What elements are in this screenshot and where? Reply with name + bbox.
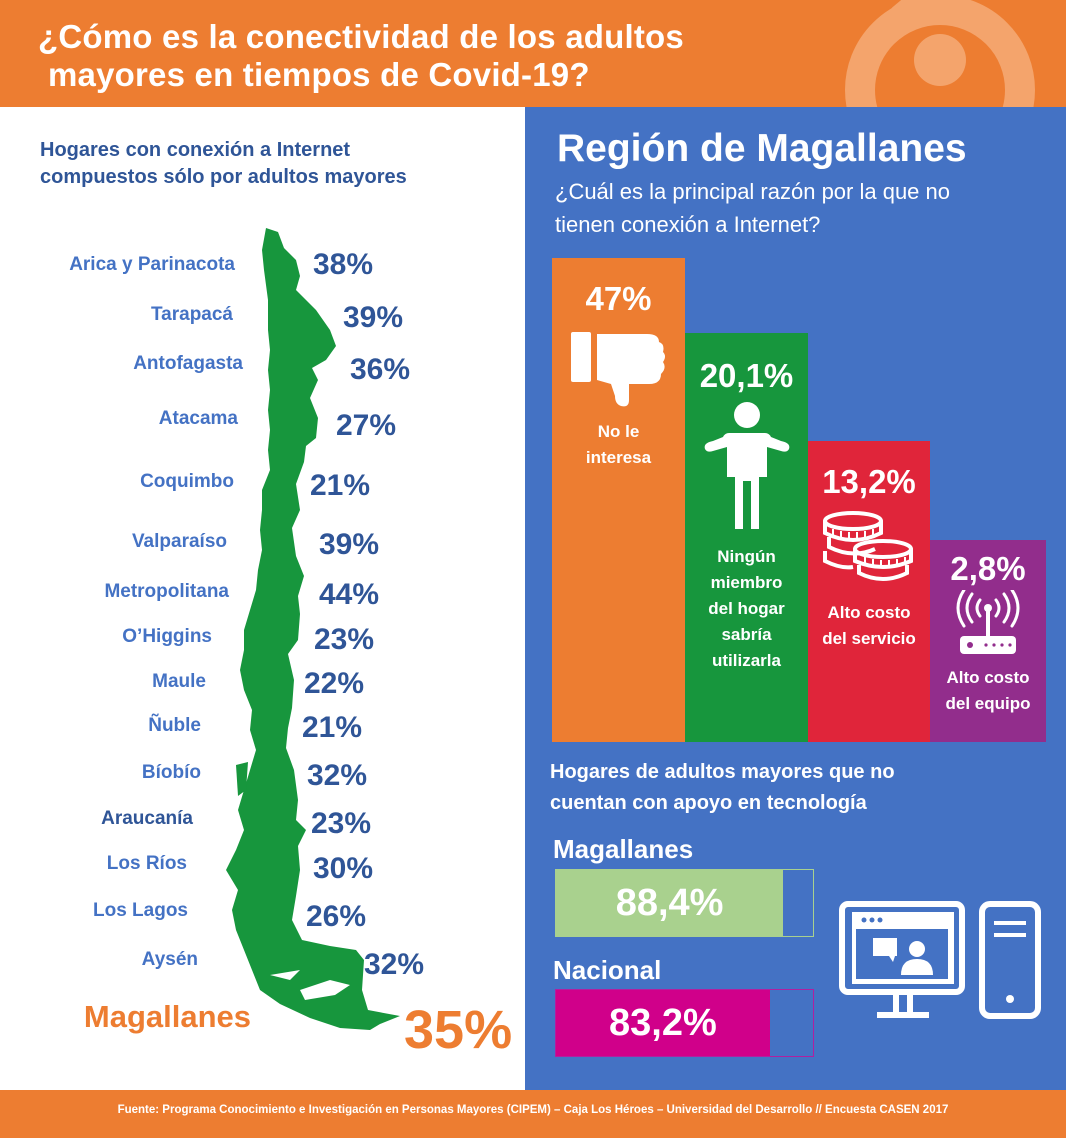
reason-bar-no-interest: 47% No le interesa: [552, 258, 685, 742]
reason-bar-equipment-cost: 2,8% Alto costo del equipo: [930, 540, 1046, 742]
support-title-line-2: cuentan con apoyo en tecnología: [550, 792, 867, 814]
region-value: 21%: [310, 469, 371, 502]
comparison-fill: 88,4%: [556, 870, 784, 936]
reason-label: Alto costo del servicio: [808, 600, 930, 652]
thumbs-down-icon: [570, 332, 665, 407]
region-label-highlight: Magallanes: [83, 999, 251, 1034]
reason-label-line: del servicio: [822, 629, 916, 648]
support-section-title: Hogares de adultos mayores que no cuenta…: [550, 757, 895, 819]
comparison-bar-magallanes: 88,4%: [555, 869, 814, 937]
comparison-label-magallanes: Magallanes: [553, 834, 694, 864]
reason-label-line: del equipo: [945, 694, 1031, 713]
region-value: 44%: [319, 578, 380, 611]
region-value: 38%: [313, 248, 374, 281]
source-footer: Fuente: Programa Conocimiento e Investig…: [0, 1090, 1066, 1138]
reason-label-line: Ningún: [717, 547, 776, 566]
region-label: Los Lagos: [92, 900, 188, 921]
question-text: ¿Cuál es la principal razón por la que n…: [555, 175, 1035, 241]
region-label: Maule: [152, 671, 206, 692]
region-value: 39%: [343, 301, 404, 334]
region-value: 23%: [314, 623, 375, 656]
hands-circle-logo-icon: [845, 0, 1035, 107]
region-value: 27%: [336, 409, 397, 442]
title-line-1: ¿Cómo es la conectividad de los adultos: [38, 18, 684, 55]
left-subtitle-line-2: compuestos sólo por adultos mayores: [40, 166, 407, 188]
region-label: Atacama: [158, 408, 238, 429]
region-value: 23%: [311, 807, 372, 840]
region-label: Coquimbo: [140, 471, 234, 492]
left-subtitle: Hogares con conexión a Internet compuest…: [40, 137, 407, 191]
reason-value: 13,2%: [822, 463, 916, 500]
title-line-2: mayores en tiempos de Covid-19?: [48, 56, 590, 93]
reason-label-line: sabría: [721, 625, 772, 644]
comparison-label-nacional: Nacional: [553, 955, 662, 985]
reason-label: Alto costo del equipo: [930, 665, 1046, 717]
reason-label-line: Alto costo: [946, 668, 1030, 687]
region-value: 39%: [319, 528, 380, 561]
region-value: 36%: [350, 353, 411, 386]
region-label: Metropolitana: [104, 581, 229, 602]
header-banner: ¿Cómo es la conectividad de los adultos …: [0, 0, 1066, 107]
reason-label: Ningún miembro del hogar sabría utilizar…: [685, 544, 808, 674]
reason-label: No le interesa: [552, 419, 685, 471]
region-label: Ñuble: [148, 715, 201, 736]
region-label: Tarapacá: [150, 304, 233, 325]
region-title: Región de Magallanes: [557, 127, 967, 170]
reason-value: 47%: [585, 280, 652, 317]
region-value: 30%: [313, 852, 374, 885]
question-line-1: ¿Cuál es la principal razón por la que n…: [555, 179, 951, 204]
region-value-highlight: 35%: [404, 1000, 513, 1060]
page-title: ¿Cómo es la conectividad de los adultos …: [38, 18, 684, 94]
comparison-bar-nacional: 83,2%: [555, 989, 814, 1057]
wifi-router-icon: [956, 588, 1020, 654]
comparison-fill: 83,2%: [556, 990, 770, 1056]
coins-icon: [823, 511, 913, 581]
left-subtitle-line-1: Hogares con conexión a Internet: [40, 139, 351, 161]
region-label: Antofagasta: [133, 353, 243, 374]
reason-label-line: miembro: [710, 573, 783, 592]
region-value: 26%: [306, 900, 367, 933]
person-shrug-icon: [704, 402, 789, 529]
region-value: 21%: [302, 711, 363, 744]
chile-map-icon: [226, 228, 400, 1030]
region-value: 32%: [364, 948, 425, 981]
reason-value: 20,1%: [699, 357, 794, 394]
region-label: Arica y Parinacota: [69, 254, 235, 275]
question-line-2: tienen conexión a Internet?: [555, 212, 821, 237]
desktop-computer-video-call-icon: [839, 901, 1041, 1019]
source-text: Fuente: Programa Conocimiento e Investig…: [117, 1104, 949, 1116]
reason-value: 2,8%: [950, 550, 1026, 587]
support-title-line-1: Hogares de adultos mayores que no: [550, 761, 895, 783]
reason-label-line: interesa: [585, 448, 652, 467]
region-value: 22%: [304, 667, 365, 700]
reason-bar-service-cost: 13,2% Alto costo del servicio: [808, 441, 930, 742]
region-label: Araucanía: [101, 808, 193, 829]
region-label: Aysén: [141, 949, 198, 970]
reason-label-line: Alto costo: [827, 603, 911, 622]
reason-label-line: No le: [597, 422, 640, 441]
region-label: Bíobío: [141, 762, 201, 783]
reason-label-line: del hogar: [708, 599, 785, 618]
left-panel: Hogares con conexión a Internet compuest…: [0, 107, 525, 1090]
right-panel: Región de Magallanes ¿Cuál es la princip…: [525, 107, 1066, 1090]
reason-label-line: utilizarla: [712, 651, 781, 670]
region-label: Los Ríos: [106, 853, 187, 874]
region-label: O’Higgins: [122, 626, 212, 647]
region-label: Valparaíso: [131, 531, 227, 552]
region-value: 32%: [307, 759, 368, 792]
reason-bar-no-skills: 20,1% Ningún miembro del hogar sabría ut…: [685, 333, 808, 742]
